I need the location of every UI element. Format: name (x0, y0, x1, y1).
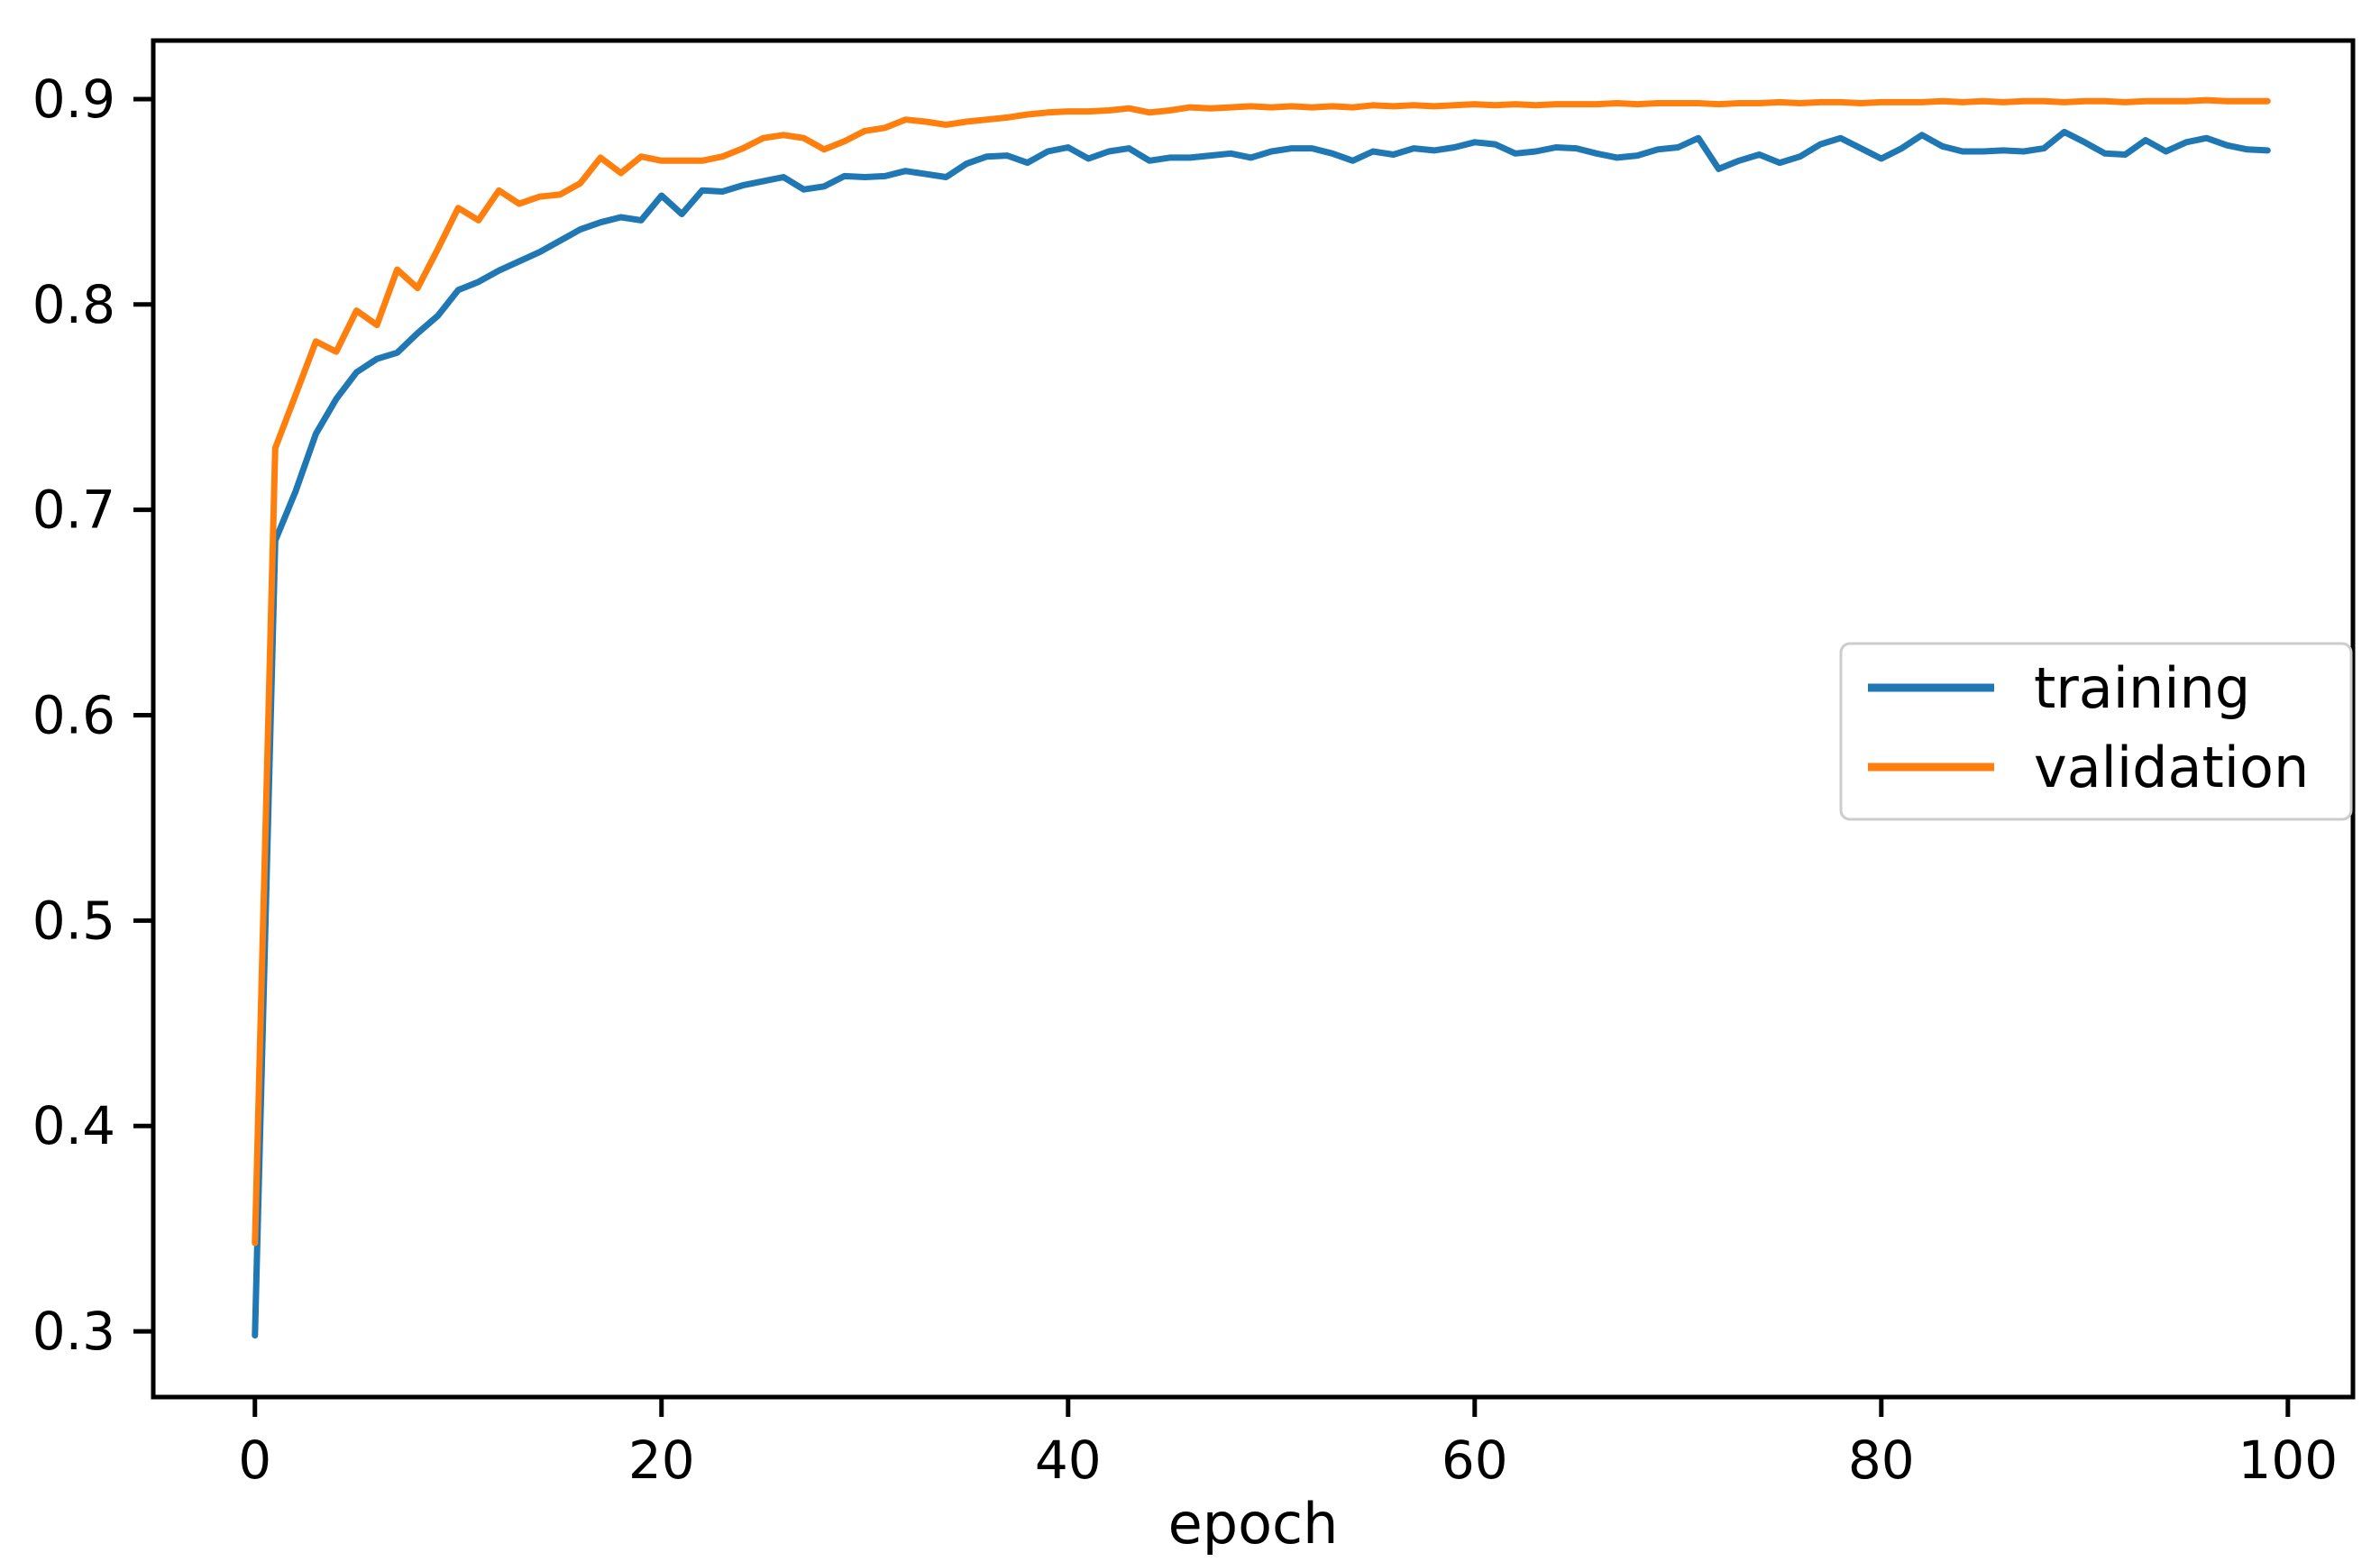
training-curve (252, 128, 2271, 1339)
x-tick-label: 80 (1848, 1430, 1915, 1491)
curves-group (252, 96, 2271, 1339)
legend: training validation (1839, 642, 2353, 821)
y-tick-label: 0.6 (32, 685, 115, 746)
x-tick-label: 20 (628, 1430, 695, 1491)
validation-curve (252, 96, 2271, 1247)
y-tick-label: 0.9 (32, 69, 115, 130)
x-axis-label: epoch (1168, 1491, 1339, 1557)
y-tick-label: 0.8 (32, 274, 115, 335)
y-tick-label: 0.4 (32, 1095, 115, 1156)
x-tick-label: 40 (1035, 1430, 1102, 1491)
legend-label-training: training (2034, 655, 2250, 721)
y-tick-label: 0.5 (32, 890, 115, 951)
x-tick-label: 0 (238, 1430, 271, 1491)
x-tick-label: 60 (1442, 1430, 1508, 1491)
y-tick-label: 0.7 (32, 480, 115, 541)
legend-label-validation: validation (2034, 735, 2309, 800)
x-tick-label: 100 (2238, 1430, 2338, 1491)
axes-spines (151, 38, 2356, 1400)
y-tick-label: 0.3 (32, 1301, 115, 1362)
x-axis-ticks: 0 20 40 60 80 100 (238, 1397, 2338, 1491)
y-axis-ticks: 0.3 0.4 0.5 0.6 0.7 0.8 0.9 (32, 69, 153, 1362)
